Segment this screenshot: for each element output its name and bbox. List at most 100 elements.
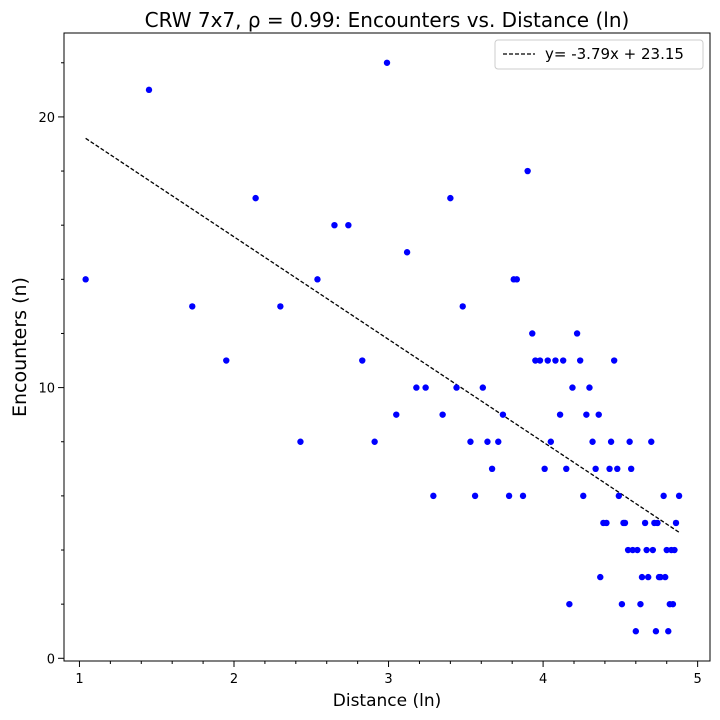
data-point — [484, 438, 491, 445]
regression-line — [85, 137, 680, 533]
data-point — [495, 438, 502, 445]
data-point — [439, 411, 446, 418]
data-point — [573, 330, 581, 337]
data-point — [644, 573, 652, 581]
data-point — [614, 465, 621, 473]
legend: y= -3.79x + 23.15 — [494, 39, 704, 70]
data-point — [252, 194, 259, 202]
data-point — [413, 384, 420, 391]
data-point — [603, 519, 610, 527]
data-point — [499, 411, 507, 418]
data-point — [331, 221, 338, 229]
data-point — [566, 600, 573, 608]
plot-area — [82, 59, 683, 635]
data-point — [637, 600, 644, 608]
data-point — [649, 546, 657, 554]
data-point — [541, 465, 548, 473]
data-point — [314, 276, 321, 283]
data-point — [595, 411, 602, 418]
y-tick-label: 0 — [47, 652, 55, 667]
data-point — [652, 628, 660, 635]
data-point — [559, 357, 567, 364]
data-point — [586, 384, 593, 391]
data-point — [626, 438, 633, 445]
data-point — [569, 384, 576, 391]
data-point — [422, 384, 429, 391]
data-point — [671, 546, 678, 554]
data-point — [297, 438, 304, 445]
data-point — [488, 465, 496, 473]
data-point — [643, 546, 650, 554]
y-tick-label: 20 — [38, 111, 55, 126]
data-point — [430, 492, 437, 500]
data-point — [189, 303, 196, 310]
legend-box — [494, 39, 704, 70]
chart-title: CRW 7x7, ρ = 0.99: Encounters vs. Distan… — [145, 8, 630, 32]
data-point — [610, 357, 618, 364]
data-point — [589, 438, 596, 445]
x-tick-label: 3 — [384, 672, 392, 687]
data-point — [532, 357, 539, 364]
x-axis-title: Distance (ln) — [333, 691, 442, 711]
data-point — [597, 573, 604, 581]
data-point — [453, 384, 460, 391]
data-point — [661, 573, 669, 581]
x-tick-label: 1 — [75, 672, 83, 687]
data-point — [629, 546, 636, 554]
data-point — [621, 519, 629, 527]
data-point — [657, 573, 664, 581]
data-point — [660, 492, 667, 500]
data-point — [654, 519, 661, 527]
data-point — [519, 492, 527, 500]
data-point — [345, 221, 352, 229]
y-tick-label: 10 — [38, 382, 55, 397]
data-point — [277, 303, 284, 310]
data-point — [447, 194, 454, 202]
x-tick-label: 5 — [693, 672, 701, 687]
data-point — [563, 465, 570, 473]
data-point — [632, 628, 640, 635]
data-point — [479, 384, 487, 391]
x-tick-label: 4 — [539, 672, 547, 687]
data-point — [583, 411, 590, 418]
data-point — [536, 357, 544, 364]
data-point — [669, 600, 677, 608]
data-point — [624, 546, 632, 554]
data-point — [556, 411, 564, 418]
data-point — [383, 59, 391, 66]
data-point — [371, 438, 378, 445]
data-point — [627, 465, 635, 473]
data-point — [471, 492, 479, 500]
data-point — [403, 249, 411, 256]
plot-frame — [63, 32, 711, 662]
legend-entry-fit-line: y= -3.79x + 23.15 — [545, 45, 684, 63]
data-point — [467, 438, 474, 445]
data-point — [672, 519, 680, 527]
data-point — [513, 276, 521, 283]
data-point — [552, 357, 559, 364]
data-point — [529, 330, 536, 337]
axes: 1 2 3 4 5 0 10 20 — [38, 62, 702, 687]
data-point — [544, 357, 551, 364]
data-point — [663, 546, 670, 554]
data-point — [641, 519, 649, 527]
data-point — [576, 357, 584, 364]
data-point — [607, 438, 615, 445]
data-point — [615, 492, 623, 500]
data-point — [459, 303, 466, 310]
data-point — [634, 546, 641, 554]
data-point — [145, 86, 153, 94]
data-point — [592, 465, 599, 473]
x-tick-label: 2 — [230, 672, 238, 687]
data-point — [580, 492, 587, 500]
data-point — [359, 357, 366, 364]
data-point — [648, 438, 655, 445]
data-point — [606, 465, 613, 473]
data-point — [82, 276, 89, 283]
data-point — [547, 438, 555, 445]
data-point — [505, 492, 513, 500]
data-point — [223, 357, 230, 364]
data-point — [665, 628, 672, 635]
data-point — [638, 573, 646, 581]
